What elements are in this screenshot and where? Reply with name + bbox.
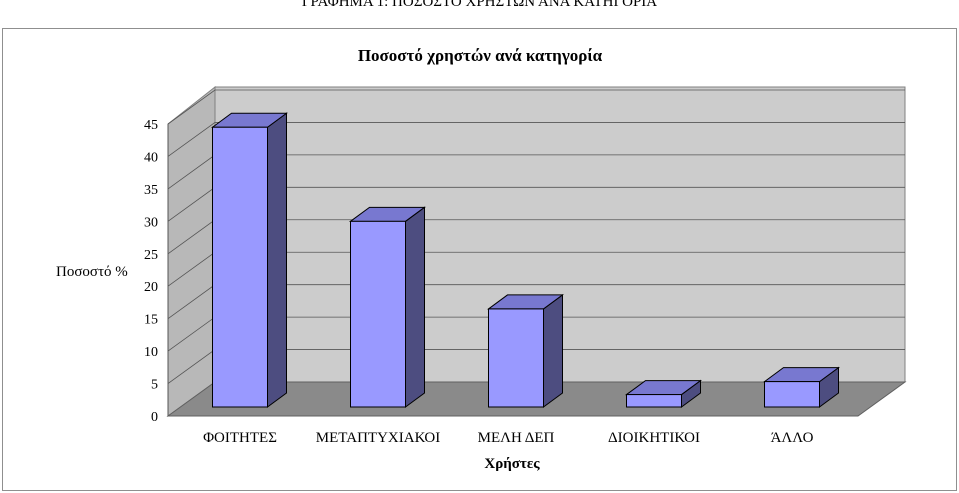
y-axis-label: Ποσοστό % bbox=[56, 264, 128, 280]
bar-4 bbox=[624, 379, 703, 408]
x-tick-label: ΆΛΛΟ bbox=[771, 430, 814, 446]
bar-front bbox=[488, 308, 544, 408]
x-tick-label: ΦΟΙΤΗΤΕΣ bbox=[203, 430, 277, 446]
y-tick-label: 35 bbox=[144, 183, 158, 198]
bar-side bbox=[543, 293, 563, 408]
gridline bbox=[167, 89, 905, 125]
y-tick-label: 15 bbox=[144, 313, 158, 328]
chart-title: Ποσοστό χρηστών ανά κατηγορία bbox=[358, 46, 603, 65]
x-tick-label: ΜΕΛΗ ΔΕΠ bbox=[478, 430, 555, 446]
bar-front bbox=[212, 126, 268, 408]
y-tick-label: 5 bbox=[151, 378, 158, 393]
bar-front bbox=[350, 220, 406, 408]
y-tick-label: 40 bbox=[144, 150, 158, 165]
y-tick-label: 30 bbox=[144, 215, 158, 230]
bar-front bbox=[764, 381, 820, 408]
chart-frame bbox=[2, 28, 957, 491]
x-tick-label: ΜΕΤΑΠΤΥΧΙΑΚΟΙ bbox=[316, 430, 440, 446]
bar-side bbox=[267, 112, 287, 408]
bar-3 bbox=[486, 293, 565, 408]
y-tick-label: 20 bbox=[144, 280, 158, 295]
bar-1 bbox=[210, 112, 289, 408]
x-axis-label: Χρήστες bbox=[484, 456, 540, 472]
y-tick-label: 0 bbox=[151, 410, 158, 425]
bar-front bbox=[626, 394, 682, 408]
gridline bbox=[167, 122, 905, 157]
bar-2 bbox=[348, 206, 427, 408]
figure-caption: ΓΡΑΦΗΜΑ 1: ΠΟΣΟΣΤΟ ΧΡΗΣΤΩΝ ΑΝΑ ΚΑΤΗΓΟΡΙΑ bbox=[301, 0, 658, 10]
y-tick-label: 25 bbox=[144, 248, 158, 263]
y-tick-label: 10 bbox=[144, 345, 158, 360]
y-tick-label: 45 bbox=[144, 118, 158, 133]
bar-side bbox=[405, 206, 425, 408]
x-tick-label: ΔΙΟΙΚΗΤΙΚΟΙ bbox=[608, 430, 700, 446]
bar-5 bbox=[762, 366, 841, 408]
